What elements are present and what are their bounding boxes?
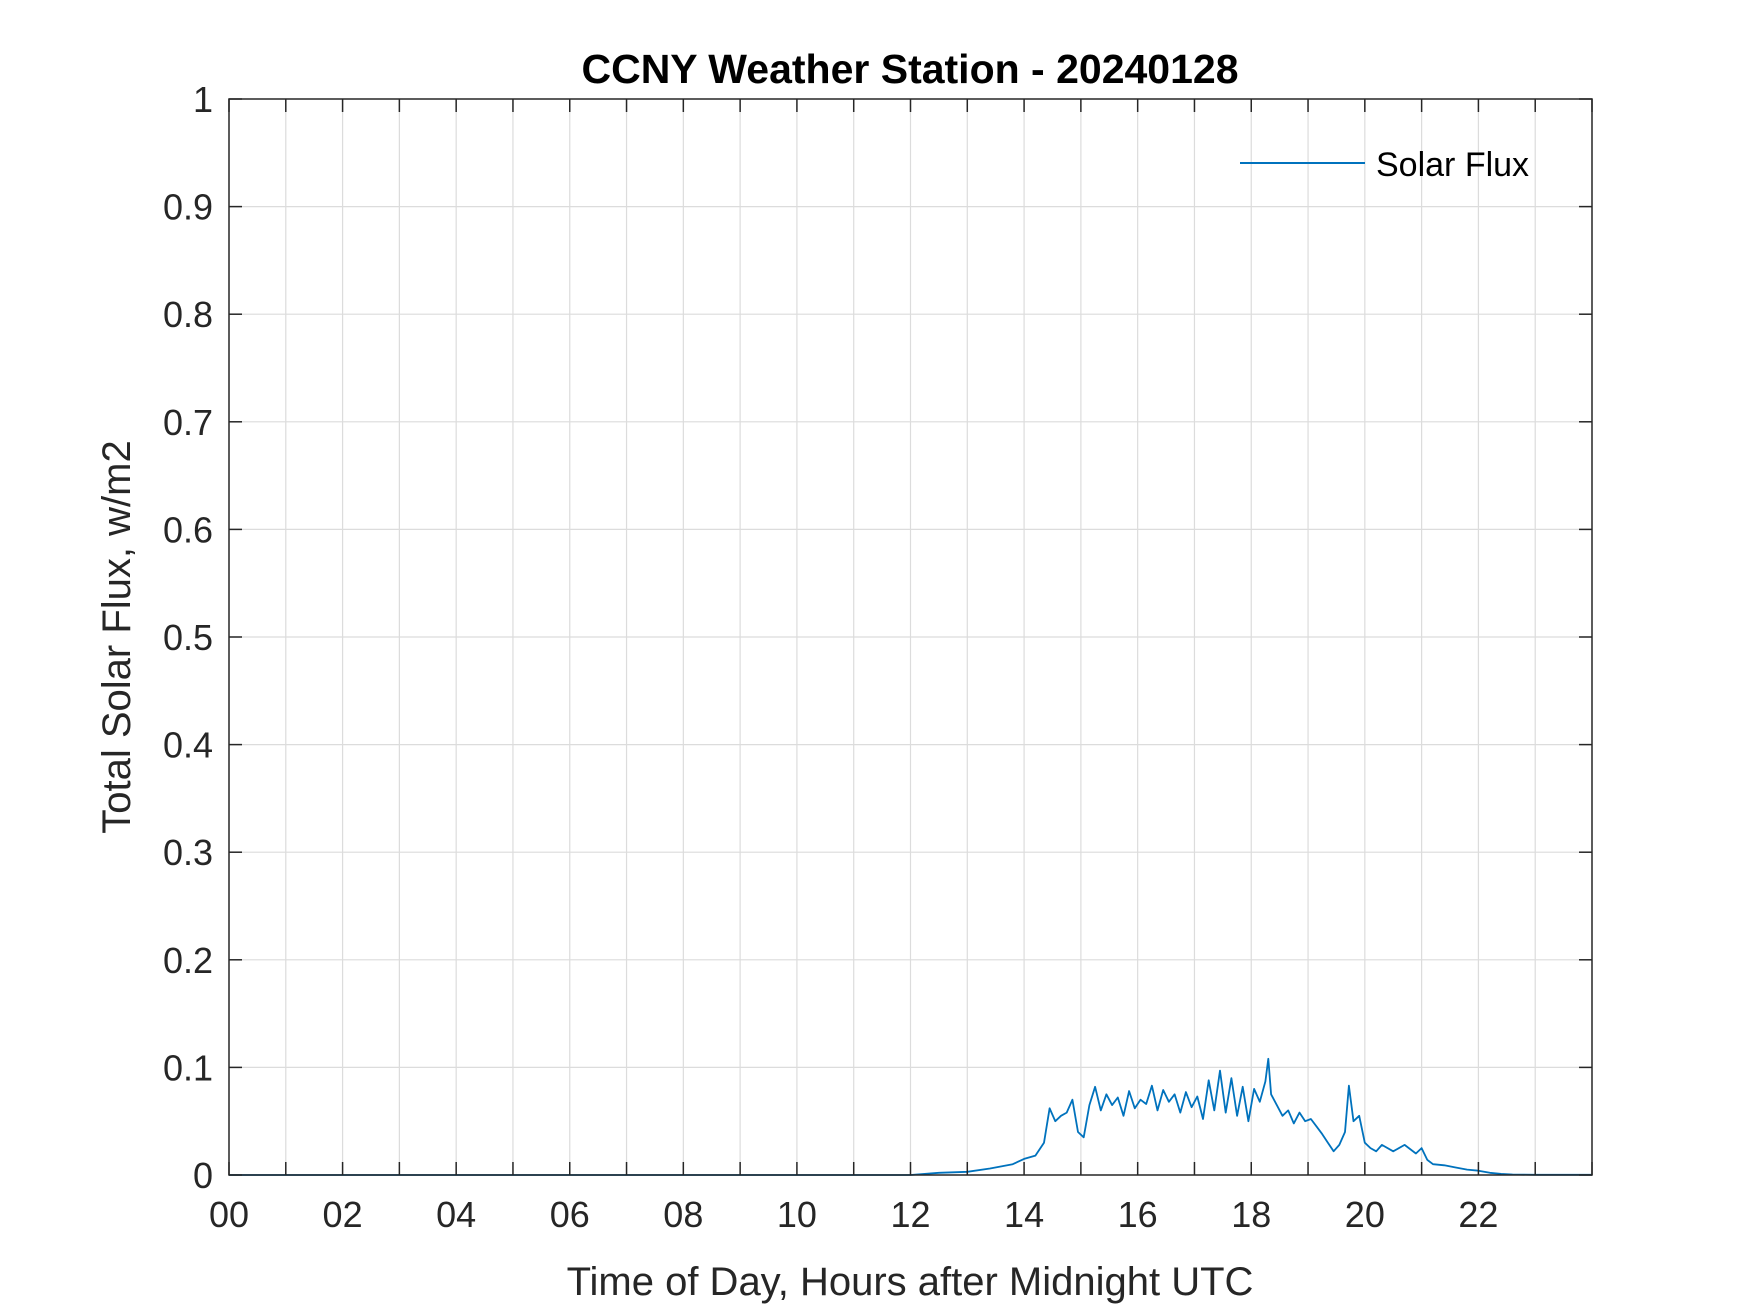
legend: Solar Flux: [1240, 146, 1529, 184]
series-line-solar-flux: [229, 1057, 1592, 1176]
x-tick-label: 14: [1004, 1194, 1044, 1235]
y-tick-label: 0.5: [163, 617, 213, 658]
x-tick-label: 08: [663, 1194, 703, 1235]
x-tick-label: 10: [777, 1194, 817, 1235]
y-tick-label: 0: [193, 1155, 213, 1196]
y-tick-label: 0.6: [163, 509, 213, 550]
y-tick-label: 0.4: [163, 725, 213, 766]
series-layer: [229, 1057, 1592, 1176]
x-tick-label: 02: [323, 1194, 363, 1235]
y-tick-label: 0.2: [163, 940, 213, 981]
y-tick-label: 0.9: [163, 187, 213, 228]
x-tick-label: 00: [209, 1194, 249, 1235]
y-tick-label: 1: [193, 79, 213, 120]
x-tick-label: 06: [550, 1194, 590, 1235]
x-tick-labels: 00 02 04 06 08 10 12 14 16 18 20 22: [209, 1194, 1498, 1235]
chart-title: CCNY Weather Station - 20240128: [581, 46, 1238, 92]
x-tick-label: 20: [1345, 1194, 1385, 1235]
x-tick-label: 22: [1458, 1194, 1498, 1235]
y-tick-label: 0.3: [163, 832, 213, 873]
x-tick-label: 04: [436, 1194, 476, 1235]
y-tick-labels: 0 0.1 0.2 0.3 0.4 0.5 0.6 0.7 0.8 0.9 1: [163, 79, 213, 1196]
x-tick-label: 18: [1231, 1194, 1271, 1235]
y-tick-label: 0.1: [163, 1047, 213, 1088]
y-tick-label: 0.7: [163, 402, 213, 443]
x-tick-label: 16: [1118, 1194, 1158, 1235]
grid-lines: [229, 99, 1592, 1175]
tick-marks: [228, 98, 1593, 1176]
y-axis-label: Total Solar Flux, w/m2: [95, 440, 139, 833]
x-tick-label: 12: [890, 1194, 930, 1235]
x-axis-label: Time of Day, Hours after Midnight UTC: [567, 1260, 1254, 1304]
y-tick-label: 0.8: [163, 294, 213, 335]
legend-label-solar-flux: Solar Flux: [1376, 146, 1529, 184]
